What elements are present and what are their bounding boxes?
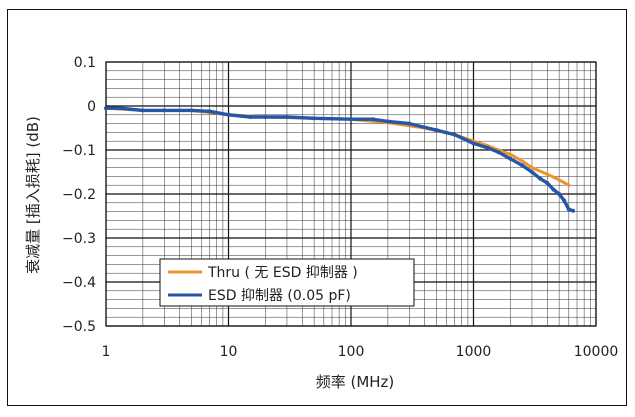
x-axis-label: 频率 (MHz) <box>316 373 395 391</box>
series-point-esd <box>485 145 490 150</box>
series-point-thru <box>520 159 524 163</box>
series-point-esd <box>104 106 108 111</box>
series-point-esd <box>189 108 194 113</box>
x-tick-labels: 1 10 100 1000 10000 <box>102 344 619 360</box>
legend: Thru ( 无 ESD 抑制器 ) ESD 抑制器 (0.05 pF) <box>159 258 415 307</box>
series-point-esd <box>538 176 543 181</box>
series-point-esd <box>140 108 145 113</box>
y-tick-label: 0.1 <box>74 55 96 71</box>
series-point-thru <box>508 152 512 156</box>
series-point-thru <box>530 166 534 170</box>
series-point-esd <box>529 170 534 174</box>
series-point-esd <box>557 192 562 196</box>
x-tick-label: 1000 <box>456 344 492 360</box>
series-point-esd <box>566 207 571 212</box>
series-point-esd <box>520 163 525 168</box>
series-point-esd <box>226 112 231 117</box>
series-layer <box>104 106 576 213</box>
series-point-esd <box>284 115 289 119</box>
y-tick-label: −0.2 <box>62 187 96 203</box>
series-point-esd <box>117 106 122 111</box>
series-point-esd <box>263 115 268 119</box>
plot-area-border <box>105 61 597 327</box>
legend-box <box>159 258 415 307</box>
series-point-esd <box>248 115 253 119</box>
chart-frame <box>7 9 627 406</box>
series-point-esd <box>545 181 550 185</box>
series-point-esd <box>349 117 353 122</box>
series-point-esd <box>452 132 457 137</box>
series-point-esd <box>207 109 212 114</box>
y-tick-label: −0.1 <box>62 143 96 159</box>
series-point-esd <box>551 187 556 192</box>
series-point-esd <box>471 141 476 146</box>
y-tick-label: −0.4 <box>62 275 96 291</box>
legend-label-esd: ESD 抑制器 (0.05 pF) <box>208 288 351 304</box>
y-tick-labels: 0.1 0 −0.1 −0.2 −0.3 −0.4 −0.5 <box>62 55 96 335</box>
x-tick-label: 10000 <box>574 344 619 360</box>
x-tick-label: 1 <box>102 344 111 360</box>
y-tick-label: 0 <box>87 99 96 115</box>
series-point-esd <box>370 117 375 122</box>
y-tick-label: −0.3 <box>62 231 96 247</box>
series-point-esd <box>312 116 317 121</box>
legend-label-thru: Thru ( 无 ESD 抑制器 ) <box>207 265 358 281</box>
series-point-thru <box>545 172 549 176</box>
series-point-esd <box>496 150 501 155</box>
y-tick-label: −0.5 <box>62 319 96 335</box>
series-point-esd <box>434 128 439 133</box>
series-point-esd <box>162 108 167 113</box>
x-tick-label: 10 <box>220 344 238 360</box>
series-point-esd <box>562 198 567 203</box>
x-tick-label: 100 <box>338 344 365 360</box>
series-point-esd <box>508 156 513 161</box>
series-point-esd <box>385 119 390 124</box>
series-point-thru <box>557 178 561 182</box>
series-point-esd <box>407 121 412 126</box>
series-point-esd <box>571 208 576 213</box>
y-axis-label: 衰减量 [插入损耗] (dB) <box>24 116 42 274</box>
series-point-thru <box>567 183 571 187</box>
